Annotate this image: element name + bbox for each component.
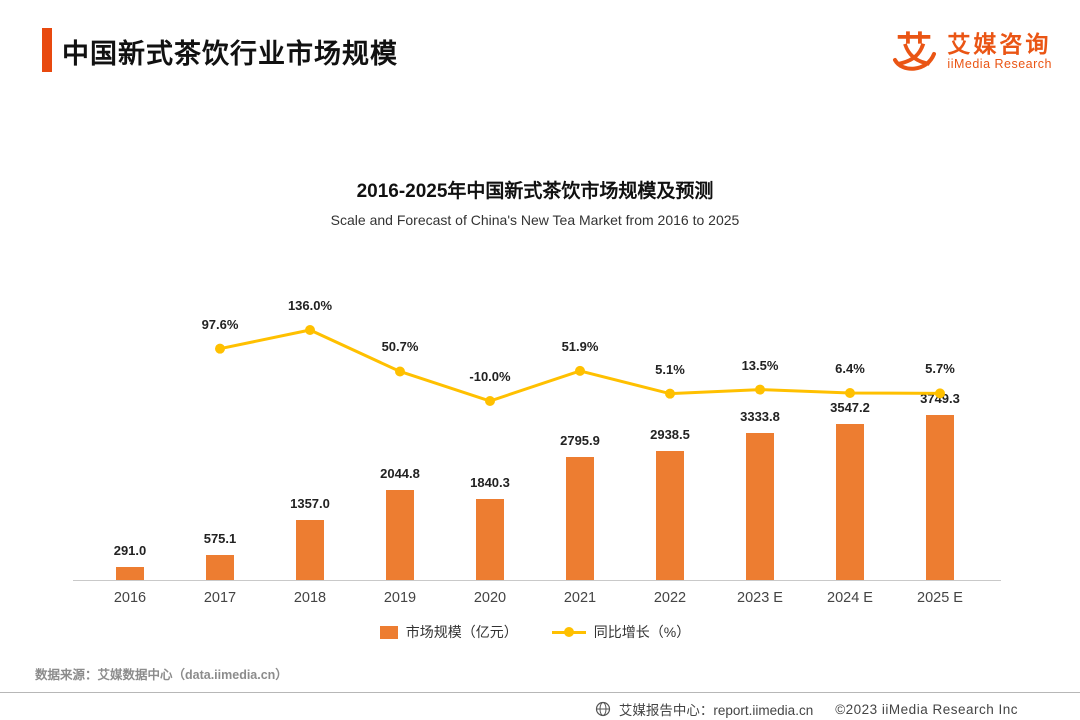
growth-rate-label: -10.0% [469,368,511,384]
x-axis-tick-label: 2016 [113,590,147,606]
line-point [665,388,675,399]
bar-value-label: 2044.8 [380,466,420,481]
bar-value-label: 3333.8 [740,409,780,425]
legend-item-market-scale: 市场规模（亿元） [379,622,518,642]
logo-name-en: iiMedia Research [947,57,1052,72]
bar-value-label: 1840.3 [470,475,510,490]
x-axis-tick-label: 2021 [563,590,597,606]
footer-report-center: 艾媒报告中心：report.iimedia.cn [618,703,814,718]
bar-value-label: 2795.9 [560,432,600,448]
data-source-note: 数据来源：艾媒数据中心（data.iimedia.cn） [35,668,288,682]
legend-bar-swatch [379,625,398,639]
bar-value-label: 291.0 [113,543,147,559]
x-axis-tick-label: 2025 E [917,590,963,606]
bar-2021 [566,456,594,580]
legend-label: 市场规模（亿元） [405,624,518,640]
bar-2022 [656,450,684,580]
footer-copyright: ©2023 iiMedia Research Inc [835,701,1018,717]
growth-line [219,328,941,403]
iimedia-logo-icon: 艾 [893,29,937,71]
x-axis-tick-label: 2023 E [737,590,783,606]
bar-value-label: 1357.0 [290,496,330,512]
footer-divider [0,692,1080,693]
globe-icon [595,701,611,717]
title-accent-bar [42,28,52,72]
logo-swoosh [893,52,937,71]
chart-area: 市场规模（亿元） 同比增长（%） 291.0 2016 575.1 2017 1357.0… [73,290,1001,650]
logo-text: 艾媒咨询 iiMedia Research [947,31,1052,72]
x-axis-tick-label: 2018 [293,590,327,606]
legend-line-swatch [551,626,586,639]
growth-rate-label: 50.7% [381,339,419,355]
bar-value-label: 575.1 [203,530,237,546]
bar-2017 [206,554,234,580]
line-point [845,388,855,399]
bar-2024E [836,423,864,580]
bar-value-label: 3547.2 [830,399,870,415]
x-axis-tick-label: 2019 [383,590,417,606]
line-point [485,395,495,406]
line-point [755,384,765,395]
line-point [575,365,585,376]
line-point [935,388,945,399]
chart-subtitle: Scale and Forecast of China's New Tea Ma… [330,212,740,228]
growth-rate-label: 97.6% [201,316,239,332]
bar-2016 [116,567,144,580]
x-axis-tick-label: 2020 [473,590,507,606]
growth-rate-label: 5.1% [655,361,685,377]
x-axis-line [73,580,1001,581]
line-point [215,343,225,354]
logo-name-cn: 艾媒咨询 [947,30,1052,57]
bar-value-label: 2938.5 [650,426,690,442]
x-axis-tick-label: 2024 E [827,590,873,606]
growth-line-chart [215,325,945,406]
legend-item-yoy-growth: 同比增长（%） [551,622,691,642]
growth-rate-label: 136.0% [287,298,333,313]
bar-2019 [386,490,414,580]
chart-legend: 市场规模（亿元） 同比增长（%） [85,622,985,642]
bar-2020 [476,499,504,580]
x-axis-tick-label: 2017 [203,590,237,606]
legend-label: 同比增长（%） [593,624,691,640]
iimedia-logo: 艾 艾媒咨询 iiMedia Research [887,24,1052,78]
bar-2018 [296,520,324,580]
bar-2023E [746,433,774,580]
line-point [395,366,405,377]
line-point [305,325,315,335]
chart-title: 2016-2025年中国新式茶饮市场规模及预测 [356,181,714,202]
growth-rate-label: 51.9% [561,338,599,354]
growth-rate-label: 5.7% [925,361,955,377]
growth-rate-label: 6.4% [835,361,865,377]
bar-2025E [926,415,954,580]
x-axis-tick-label: 2022 [653,590,687,606]
page-title: 中国新式茶饮行业市场规模 [62,39,398,69]
growth-rate-label: 13.5% [741,357,779,373]
footer: 艾媒报告中心：report.iimedia.cn ©2023 iiMedia R… [595,699,1018,719]
